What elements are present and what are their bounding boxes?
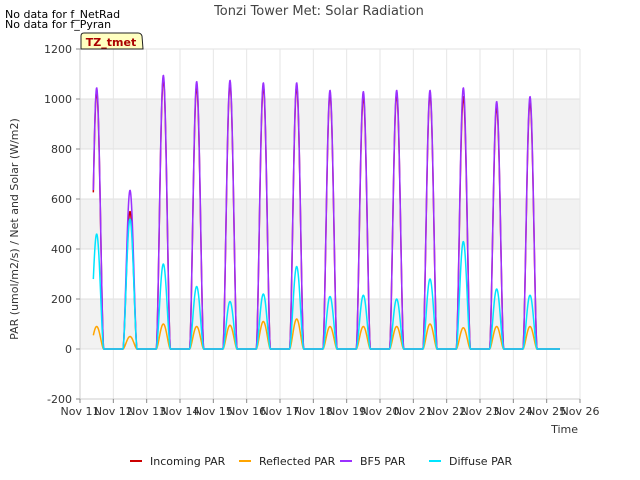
x-tick-label: Nov 25 [527,405,566,418]
band [80,299,580,349]
legend-label: Incoming PAR [150,455,226,468]
x-tick-label: Nov 13 [127,405,166,418]
no-data-note-netrad: No data for f_NetRad [5,8,120,21]
x-tick-label: Nov 16 [227,405,266,418]
y-tick-label: 400 [51,243,72,256]
x-tick-label: Nov 19 [327,405,366,418]
series-layer [92,74,561,350]
legend-label: Diffuse PAR [449,455,513,468]
chart-title: Tonzi Tower Met: Solar Radiation [213,4,424,19]
y-tick-label: 800 [51,143,72,156]
y-tick-label: 200 [51,293,72,306]
y-tick-label: 600 [51,193,72,206]
background-bands [80,99,580,349]
legend: Incoming PAR Reflected PAR BF5 PAR Diffuse … [130,455,513,468]
x-tick-label: Nov 24 [494,405,533,418]
y-tick-label: 1000 [44,93,72,106]
band [80,199,580,249]
no-data-note-pyran: No data for f_Pyran [5,18,111,31]
legend-label: BF5 PAR [360,455,406,468]
x-tick-label: Nov 14 [161,405,200,418]
y-tick-label: 1200 [44,43,72,56]
x-tick-label: Nov 23 [461,405,500,418]
y-tick-label: 0 [65,343,72,356]
x-tick-label: Nov 26 [561,405,600,418]
y-ticks: -200 0 200 400 600 800 1000 1200 [44,43,80,406]
x-tick-label: Nov 12 [94,405,133,418]
x-axis-label: Time [550,423,578,436]
y-axis-label: PAR (umol/m2/s) / Net and Solar (W/m2) [8,118,21,340]
station-badge: TZ_tmet [80,32,144,50]
legend-label: Reflected PAR [259,455,336,468]
band [80,99,580,149]
x-tick-label: Nov 22 [427,405,466,418]
series-line-3 [92,218,561,350]
x-tick-label: Nov 20 [361,405,400,418]
station-badge-label: TZ_tmet [86,36,136,49]
x-tick-label: Nov 21 [394,405,433,418]
x-tick-label: Nov 15 [194,405,233,418]
x-tick-label: Nov 17 [261,405,300,418]
x-tick-label: Nov 11 [61,405,100,418]
x-tick-label: Nov 18 [294,405,333,418]
y-tick-label: -200 [47,393,72,406]
